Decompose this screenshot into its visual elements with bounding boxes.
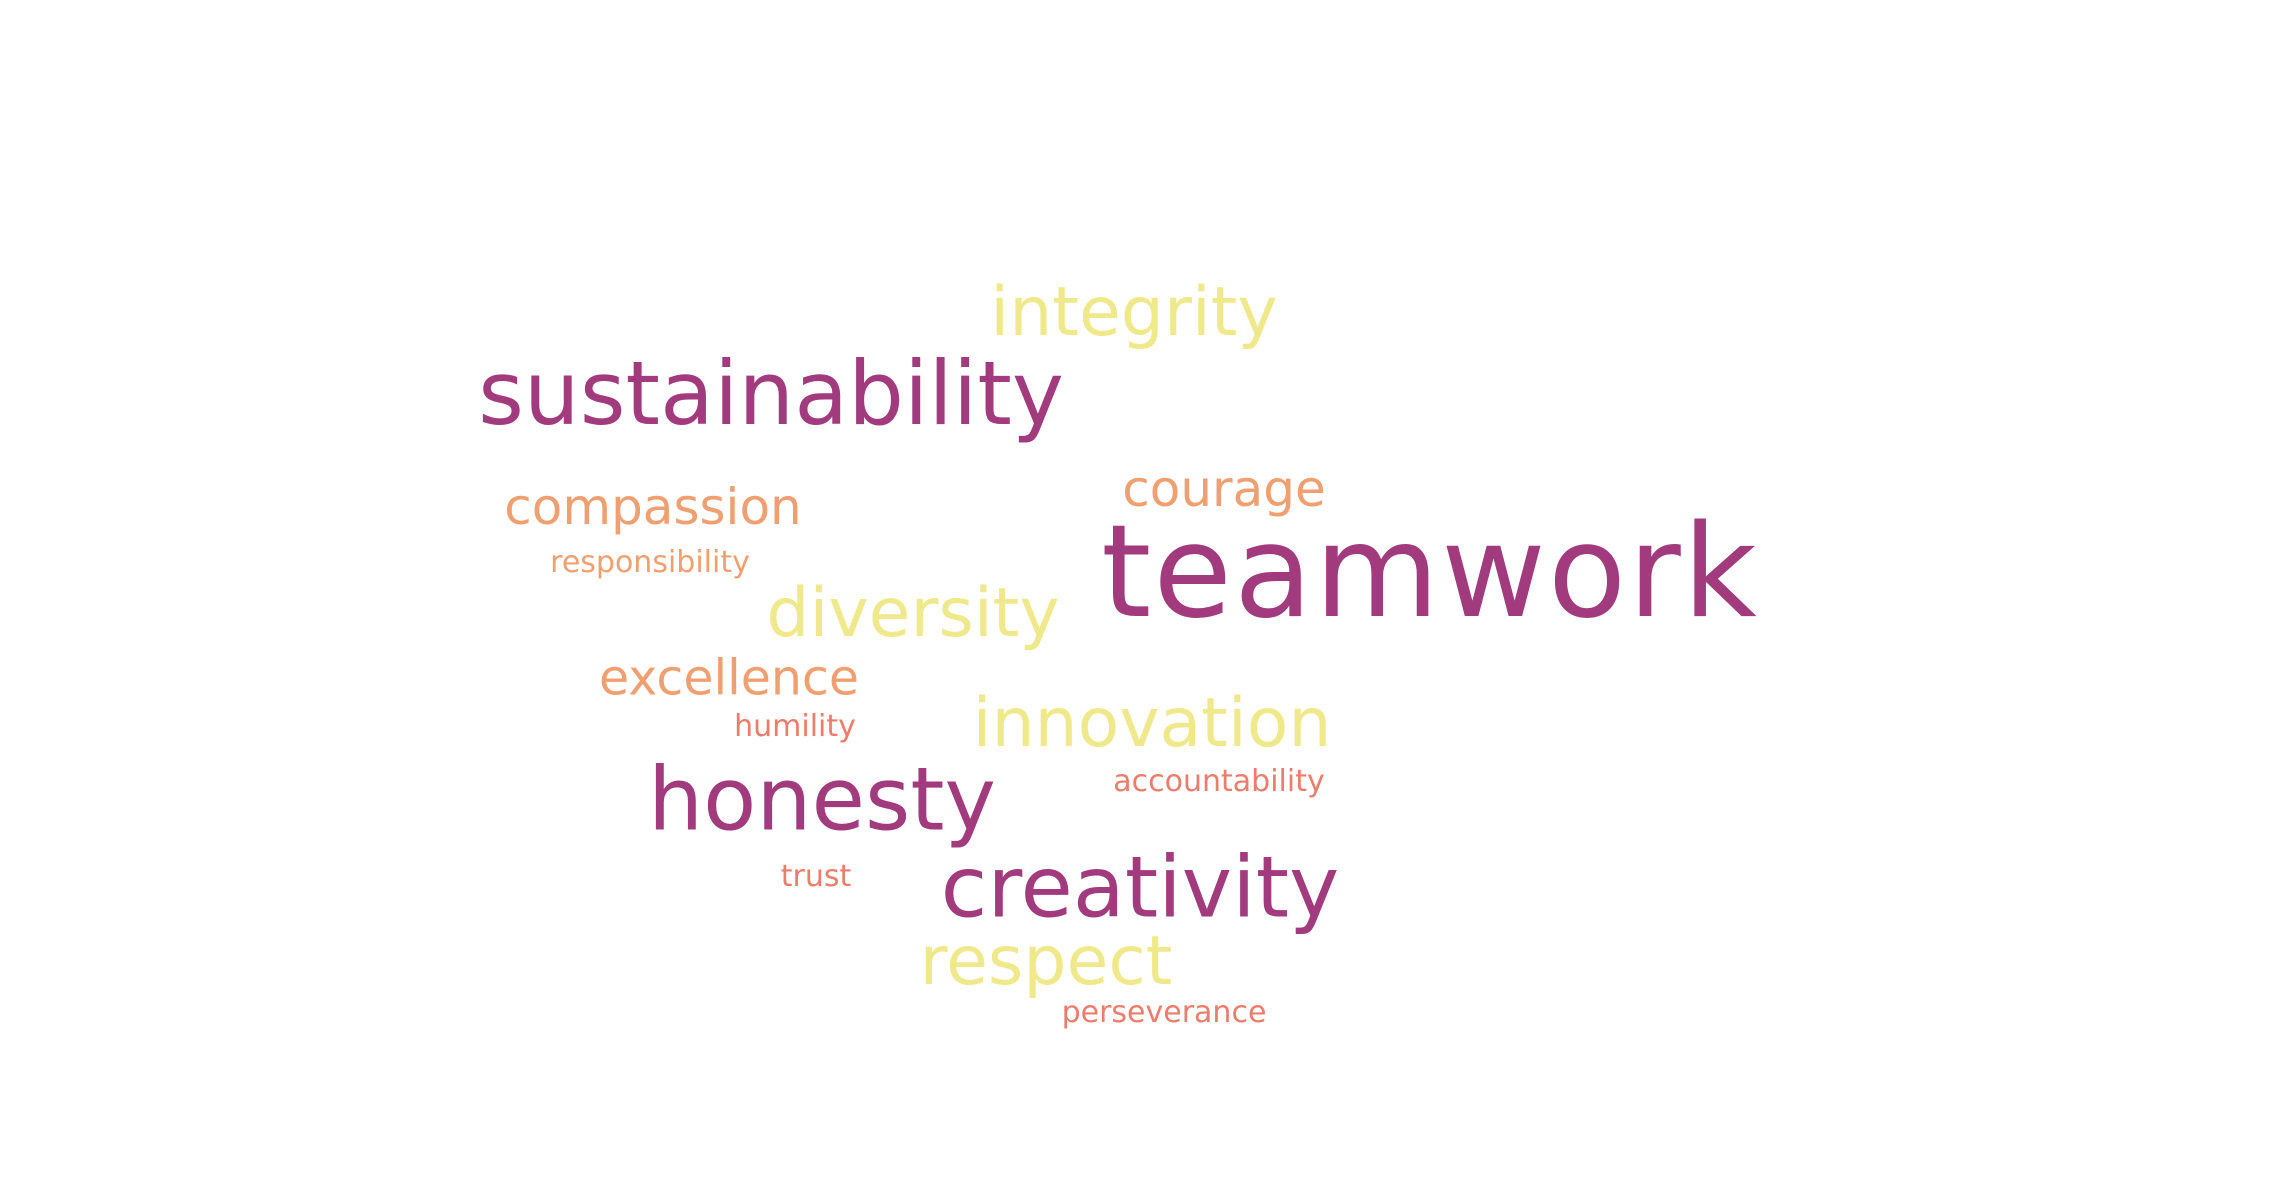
word-excellence: excellence	[598, 649, 860, 707]
word-innovation: innovation	[972, 684, 1332, 763]
word-responsibility: responsibility	[550, 545, 750, 580]
word-perseverance: perseverance	[1061, 995, 1267, 1030]
word-teamwork: teamwork	[1101, 498, 1759, 647]
word-honesty: honesty	[648, 748, 996, 851]
word-courage: courage	[1122, 460, 1326, 518]
word-trust: trust	[780, 859, 852, 894]
word-humility: humility	[734, 709, 856, 744]
word-diversity: diversity	[766, 574, 1060, 653]
word-accountability: accountability	[1113, 764, 1325, 799]
word-creativity: creativity	[940, 838, 1340, 938]
word-integrity: integrity	[990, 273, 1278, 352]
word-respect: respect	[919, 922, 1173, 1001]
word-compassion: compassion	[504, 478, 802, 536]
word-sustainability: sustainability	[478, 342, 1064, 445]
